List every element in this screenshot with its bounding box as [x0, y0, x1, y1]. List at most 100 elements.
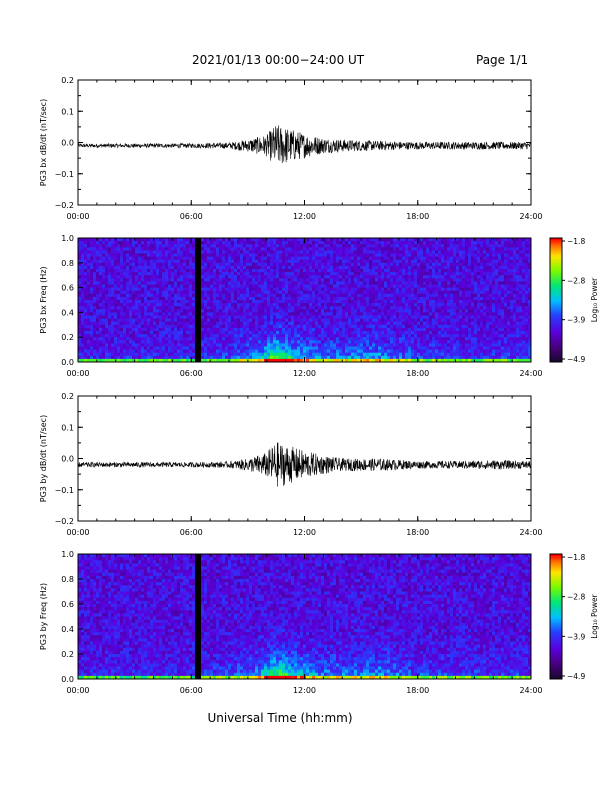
spectrogram-cell — [207, 287, 211, 292]
spectrogram-cell — [282, 331, 286, 335]
spectrogram-cell — [330, 309, 334, 313]
spectrogram-cell — [267, 327, 271, 332]
spectrogram-cell — [219, 352, 223, 357]
spectrogram-cell — [294, 352, 298, 357]
spectrogram-cell — [141, 303, 145, 307]
spectrogram-cell — [120, 303, 124, 307]
spectrogram-cell — [132, 315, 136, 319]
spectrogram-cell — [300, 355, 304, 360]
spectrogram-cell — [102, 256, 106, 261]
spectrogram-cell — [165, 300, 169, 304]
spectrogram-cell — [177, 349, 181, 354]
spectrogram-cell — [333, 296, 337, 301]
spectrogram-cell — [165, 238, 169, 242]
spectrogram-cell — [378, 281, 382, 285]
spectrogram-cell — [351, 349, 355, 354]
spectrogram-cell — [99, 287, 103, 292]
spectrogram-cell — [162, 303, 166, 307]
spectrogram-cell — [180, 306, 184, 310]
spectrogram-cell — [297, 358, 301, 363]
spectrogram-cell — [345, 318, 349, 323]
spectrogram-cell — [384, 244, 388, 248]
spectrogram-cell — [213, 293, 217, 298]
spectrogram-cell — [78, 327, 82, 332]
spectrogram-cell — [93, 256, 97, 261]
spectrogram-cell — [231, 321, 235, 326]
spectrogram-cell — [276, 262, 280, 267]
spectrogram-cell — [264, 334, 268, 338]
spectrogram-cell — [417, 349, 421, 354]
spectrogram-cell — [273, 247, 277, 251]
spectrogram-cell — [225, 358, 229, 363]
spectrogram-cell — [186, 343, 190, 347]
spectrogram-cell — [156, 324, 160, 329]
spectrogram-cell — [336, 346, 340, 350]
spectrogram-cell — [438, 247, 442, 251]
spectrogram-cell — [171, 315, 175, 319]
spectrogram-cell — [435, 318, 439, 323]
spectrogram-cell — [177, 287, 181, 292]
spectrogram-cell — [330, 293, 334, 298]
spectrogram-cell — [426, 238, 430, 242]
spectrogram-cell — [258, 321, 262, 326]
spectrogram-cell — [192, 309, 196, 313]
spectrogram-cell — [402, 275, 406, 279]
spectrogram-cell — [384, 306, 388, 310]
spectrogram-cell — [312, 293, 316, 298]
spectrogram-cell — [294, 281, 298, 285]
spectrogram-cell — [330, 281, 334, 285]
spectrogram-cell — [402, 321, 406, 326]
spectrogram-cell — [393, 358, 397, 363]
spectrogram-cell — [408, 241, 412, 245]
spectrogram-cell — [228, 331, 232, 335]
spectrogram-cell — [369, 331, 373, 335]
spectrogram-cell — [198, 238, 202, 242]
spectrogram-cell — [159, 337, 163, 341]
spectrogram-cell — [300, 300, 304, 304]
spectrogram-cell — [342, 300, 346, 304]
spectrogram-cell — [441, 253, 445, 257]
spectrogram-cell — [105, 309, 109, 313]
spectrogram-cell — [345, 241, 349, 245]
spectrogram-cell — [153, 244, 157, 248]
spectrogram-cell — [279, 265, 283, 270]
spectrogram-cell — [414, 337, 418, 341]
spectrogram-cell — [117, 340, 121, 344]
spectrogram-cell — [156, 337, 160, 341]
spectrogram-cell — [351, 306, 355, 310]
spectrogram-cell — [438, 272, 442, 276]
spectrogram-cell — [216, 281, 220, 285]
spectrogram-cell — [297, 284, 301, 288]
spectrogram-cell — [294, 275, 298, 279]
spectrogram-cell — [216, 340, 220, 344]
spectrogram-cell — [432, 324, 436, 329]
spectrogram-cell — [231, 315, 235, 319]
spectrogram-cell — [219, 346, 223, 350]
spectrogram-cell — [318, 262, 322, 267]
spectrogram-cell — [159, 256, 163, 261]
spectrogram-cell — [165, 275, 169, 279]
spectrogram-cell — [165, 358, 169, 363]
spectrogram-cell — [123, 315, 127, 319]
spectrogram-cell — [249, 278, 253, 282]
spectrogram-cell — [153, 238, 157, 242]
spectrogram-cell — [198, 244, 202, 248]
spectrogram-cell — [321, 272, 325, 276]
spectrogram-cell — [192, 247, 196, 251]
spectrogram-cell — [360, 343, 364, 347]
spectrogram-cell — [219, 324, 223, 329]
spectrogram-cell — [78, 306, 82, 310]
spectrogram-cell — [120, 324, 124, 329]
spectrogram-cell — [279, 293, 283, 298]
spectrogram-cell — [279, 327, 283, 332]
spectrogram-cell — [339, 250, 343, 254]
spectrogram-cell — [168, 337, 172, 341]
spectrogram-cell — [165, 315, 169, 319]
spectrogram-cell — [291, 312, 295, 316]
spectrogram-cell — [252, 275, 256, 279]
spectrogram-cell — [144, 247, 148, 251]
spectrogram-cell — [144, 331, 148, 335]
spectrogram-cell — [441, 272, 445, 276]
spectrogram-cell — [333, 321, 337, 326]
spectrogram-cell — [345, 346, 349, 350]
